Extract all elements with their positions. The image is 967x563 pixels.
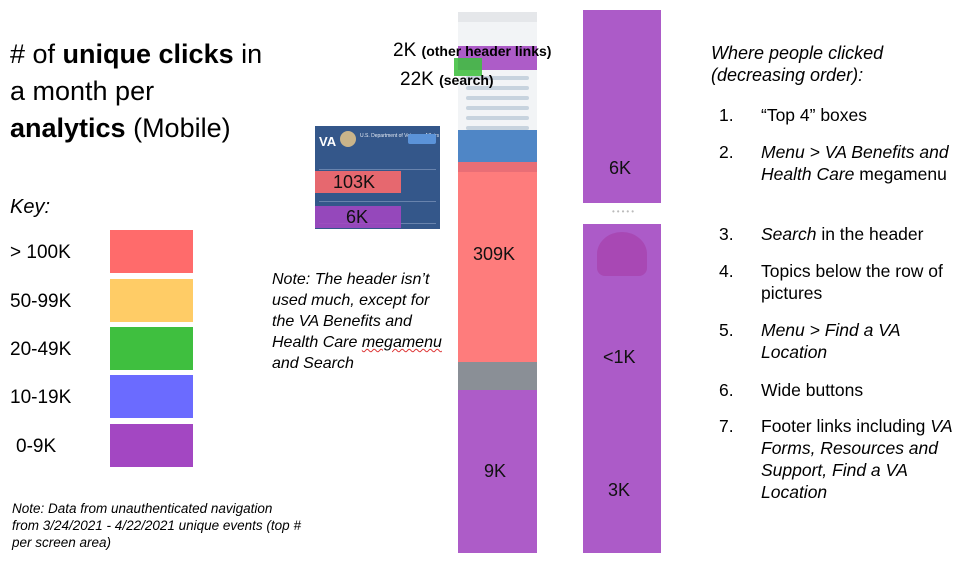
data-source-note: Note: Data from unauthenticated navigati…	[12, 501, 301, 550]
heat-overlay-lower	[583, 224, 661, 553]
ranking-heading: Where people clicked (decreasing order):	[711, 43, 884, 85]
key-swatch	[110, 375, 193, 418]
menu-button	[408, 134, 436, 144]
key-row: 20-49K	[10, 327, 195, 371]
menu-row	[319, 188, 436, 202]
key-label: 10-19K	[10, 387, 72, 408]
search-label: (search)	[439, 72, 494, 88]
search-annotation: 22K (search)	[400, 69, 494, 91]
heat-overlay-benefits	[315, 171, 401, 193]
title-part: (Mobile)	[125, 113, 231, 143]
heat-overlay-top4-boxes	[458, 162, 537, 362]
heat-overlay-search	[454, 58, 482, 76]
continuation-dots: •••••	[612, 207, 637, 216]
ranking-text-italic: VA Forms, Resources and Support, Find a …	[761, 416, 952, 502]
key-heading: Key:	[10, 196, 51, 218]
ranking-text-italic: Search	[761, 224, 817, 244]
ranking-text: Wide buttons	[761, 380, 864, 400]
ranking-number: 1.	[719, 105, 734, 125]
browser-bar	[458, 12, 537, 22]
title-part: # of	[10, 39, 63, 69]
ranking-number: 2.	[719, 142, 734, 162]
key-row: > 100K	[10, 230, 195, 274]
title-part: in	[233, 39, 263, 69]
photo-row	[458, 362, 537, 390]
key-swatch	[110, 279, 193, 322]
benefits-menu-value: 103K	[333, 172, 376, 192]
slide-title: # of unique clicks in a month per analyt…	[10, 36, 300, 147]
key-swatch	[110, 424, 193, 467]
key-label: > 100K	[10, 242, 71, 263]
below-photos-value: 9K	[484, 461, 507, 481]
ranking-number: 7.	[719, 416, 734, 436]
heat-overlay-upper	[583, 10, 661, 203]
heat-overlay-about	[315, 206, 401, 228]
header-links-value: 2K	[393, 40, 417, 61]
title-bold-unique-clicks: unique clicks	[62, 39, 234, 69]
ranking-text: in the header	[816, 224, 924, 244]
footer-value: 3K	[608, 480, 631, 500]
ranking-text: Topics below the row of pictures	[761, 261, 943, 303]
title-bold-analytics: analytics	[10, 113, 126, 143]
ranking-text: megamenu	[854, 164, 947, 184]
upper-value: 6K	[609, 158, 632, 178]
note-spellcheck-word: megamenu	[361, 334, 442, 351]
seal-icon	[340, 131, 356, 147]
key-row: 10-19K	[10, 375, 195, 419]
department-name: U.S. Department of Veterans Affairs	[360, 133, 440, 139]
header-usage-note: Note: The header isn’t used much, except…	[272, 269, 447, 374]
ranking-number: 4.	[719, 261, 734, 281]
top4-boxes-value: 309K	[473, 244, 516, 264]
title-line-2: a month per	[10, 76, 155, 106]
note-text: and Search	[272, 355, 354, 372]
topics-value: <1K	[603, 347, 636, 367]
search-value: 22K	[400, 69, 434, 90]
key-label: 0-9K	[16, 436, 57, 457]
ranking-text: “Top 4” boxes	[761, 105, 868, 125]
key-swatch	[110, 230, 193, 273]
key-row: 50-99K	[10, 279, 195, 323]
ranking-number: 3.	[719, 224, 734, 244]
note-text: Note: The header isn’t used much, except…	[272, 271, 430, 351]
menu-row	[319, 156, 436, 170]
header-links-annotation: 2K (other header links)	[393, 40, 551, 62]
key-label: 20-49K	[10, 339, 72, 360]
heat-overlay-below-photos	[458, 390, 537, 553]
ranking-text: Footer links including	[761, 416, 931, 436]
ranking-text-italic: Menu > Find a VA Location	[761, 320, 900, 362]
key-row: 0-9K	[10, 424, 195, 468]
header-links-label: (other header links)	[421, 43, 552, 59]
key-label: 50-99K	[10, 291, 72, 312]
va-logo: VA	[319, 134, 337, 149]
ranking-number: 6.	[719, 380, 734, 400]
ranking-number: 5.	[719, 320, 734, 340]
key-swatch	[110, 327, 193, 370]
about-menu-value: 6K	[346, 207, 369, 227]
ranking-text-italic: Menu > VA Benefits and Health Care	[761, 142, 949, 184]
